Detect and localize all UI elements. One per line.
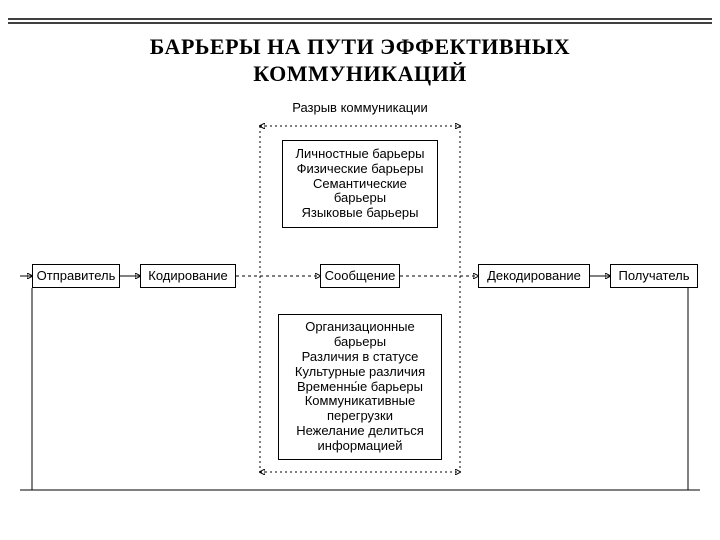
top-barriers-box: Личностные барьеры Физические барьеры Се… <box>282 140 438 228</box>
header-rule-2 <box>8 22 712 24</box>
page-title: БАРЬЕРЫ НА ПУТИ ЭФФЕКТИВНЫХ КОММУНИКАЦИЙ <box>0 33 720 88</box>
gap-label: Разрыв коммуникации <box>270 100 450 115</box>
decode-box: Декодирование <box>478 264 590 288</box>
encode-box: Кодирование <box>140 264 236 288</box>
header-rule-1 <box>8 18 712 20</box>
message-box: Сообщение <box>320 264 400 288</box>
receiver-box: Получатель <box>610 264 698 288</box>
communication-barriers-diagram: Разрыв коммуникации Личностные барьеры Ф… <box>20 100 700 500</box>
bottom-barriers-box: Организационные барьеры Различия в стату… <box>278 314 442 460</box>
sender-box: Отправитель <box>32 264 120 288</box>
